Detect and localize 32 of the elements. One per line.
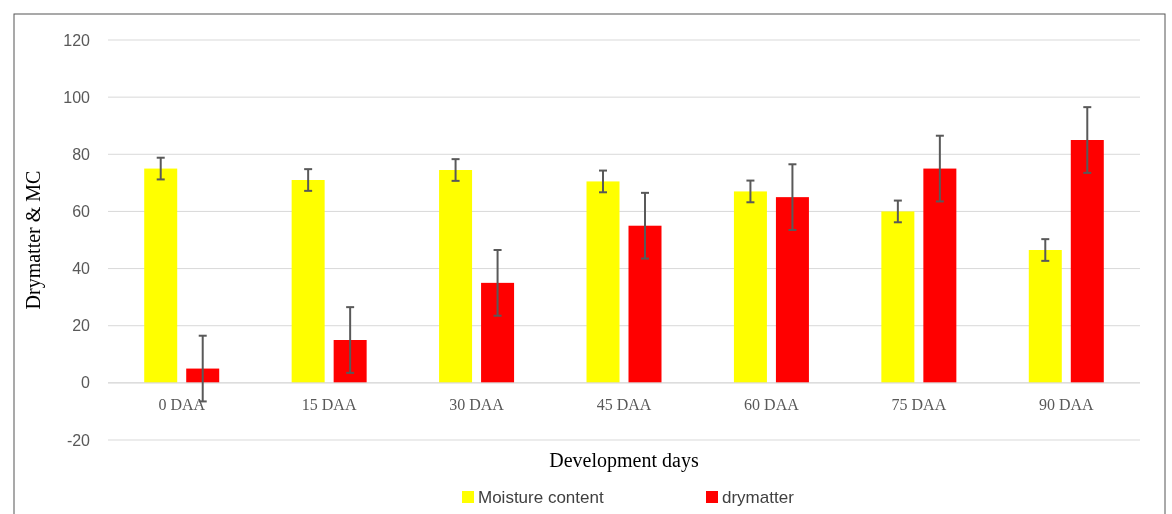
bar bbox=[333, 340, 367, 383]
bar bbox=[586, 181, 620, 383]
y-tick-label: 60 bbox=[72, 203, 91, 221]
y-tick-label: 0 bbox=[81, 374, 91, 392]
x-tick-label: 90 DAA bbox=[1038, 395, 1095, 413]
x-tick-label: 45 DAA bbox=[596, 395, 652, 413]
x-tick-label: 30 DAA bbox=[449, 395, 505, 413]
y-tick-label: 40 bbox=[72, 260, 91, 278]
bar bbox=[1028, 250, 1062, 383]
bar bbox=[881, 211, 915, 383]
x-axis-title: Development days bbox=[549, 449, 699, 472]
legend-label: drymatter bbox=[722, 487, 795, 507]
bar bbox=[291, 180, 325, 383]
y-axis-title: Drymatter & MC bbox=[22, 170, 45, 310]
legend-label: Moisture content bbox=[478, 487, 604, 507]
y-tick-label: 100 bbox=[63, 88, 91, 106]
bar bbox=[628, 225, 662, 383]
y-tick-label: -20 bbox=[66, 431, 91, 449]
y-tick-label: 20 bbox=[72, 317, 91, 335]
x-tick-label: 0 DAA bbox=[158, 395, 206, 413]
y-tick-label: 80 bbox=[72, 145, 91, 163]
bar bbox=[775, 197, 809, 383]
bar bbox=[733, 191, 767, 383]
bar bbox=[923, 168, 957, 383]
bar bbox=[481, 282, 515, 383]
bar bbox=[1070, 140, 1104, 383]
x-tick-label: 75 DAA bbox=[891, 395, 947, 413]
bar bbox=[144, 168, 178, 383]
bar bbox=[439, 170, 473, 383]
x-tick-label: 60 DAA bbox=[744, 395, 800, 413]
y-tick-label: 120 bbox=[63, 31, 91, 49]
x-tick-label: 15 DAA bbox=[301, 395, 357, 413]
